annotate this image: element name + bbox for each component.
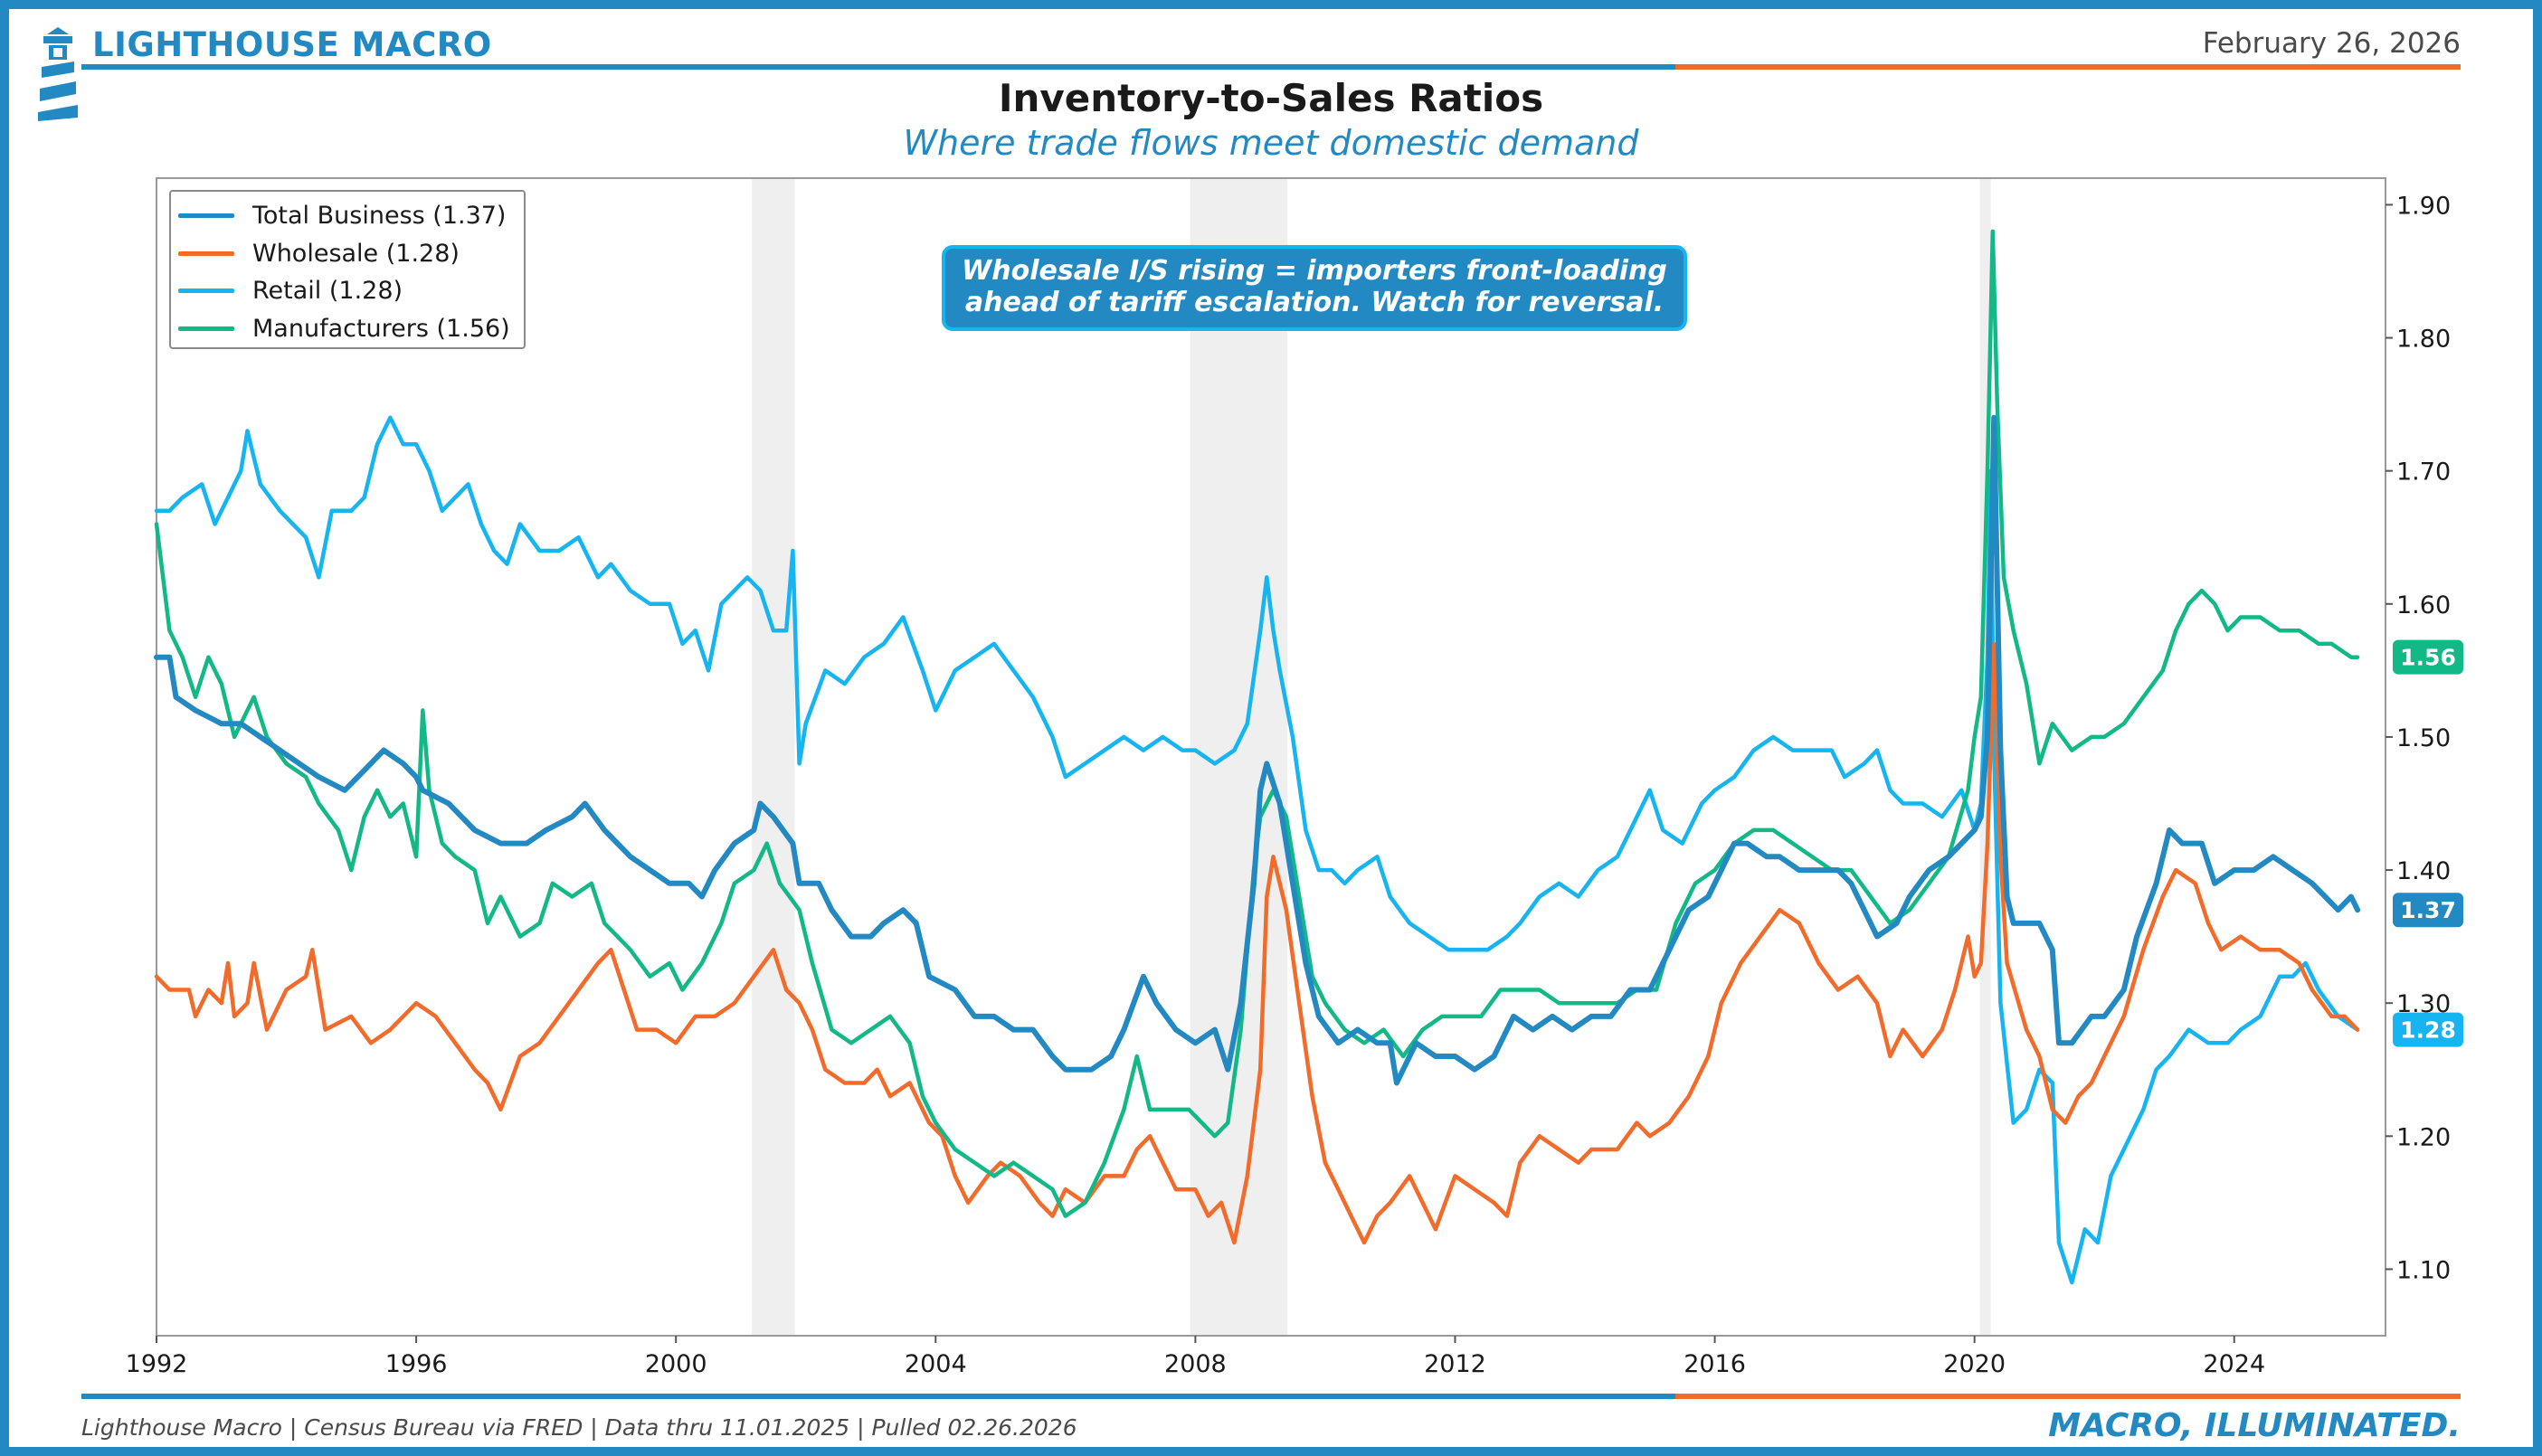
top-rule-blue bbox=[81, 64, 1675, 70]
legend-label: Manufacturers (1.56) bbox=[252, 314, 510, 343]
y-tick-label: 1.70 bbox=[2396, 459, 2451, 487]
legend-item-retail: Retail (1.28) bbox=[178, 272, 524, 310]
annotation-line: ahead of tariff escalation. Watch for re… bbox=[964, 287, 1665, 318]
y-tick-label: 1.50 bbox=[2396, 724, 2451, 752]
end-value-label: 1.56 bbox=[2400, 645, 2456, 671]
x-tick-label: 2000 bbox=[645, 1350, 707, 1378]
annotation-line: Wholesale I/S rising = importers front-l… bbox=[962, 255, 1667, 287]
end-value-label: 1.37 bbox=[2400, 897, 2456, 923]
series-line-retail bbox=[154, 415, 2360, 1285]
legend-item-manufacturers: Manufacturers (1.56) bbox=[178, 310, 524, 348]
y-tick-label: 1.80 bbox=[2396, 326, 2451, 354]
legend-item-total-business: Total Business (1.37) bbox=[178, 197, 524, 235]
y-tick-label: 1.10 bbox=[2396, 1256, 2451, 1284]
chart-legend: Total Business (1.37) Wholesale (1.28) R… bbox=[169, 190, 526, 349]
legend-item-wholesale: Wholesale (1.28) bbox=[178, 235, 524, 273]
legend-swatch bbox=[178, 326, 234, 331]
chart-subtitle: Where trade flows meet domestic demand bbox=[903, 123, 1639, 163]
series-line-total-business bbox=[154, 414, 2361, 1086]
legend-swatch bbox=[178, 288, 234, 294]
x-tick-label: 2020 bbox=[1943, 1350, 2006, 1378]
x-tick-label: 1996 bbox=[385, 1350, 448, 1378]
end-value-label: 1.28 bbox=[2400, 1017, 2456, 1044]
x-tick-label: 2008 bbox=[1164, 1350, 1227, 1378]
chart-title: Inventory-to-Sales Ratios bbox=[998, 76, 1544, 120]
x-tick-label: 1992 bbox=[126, 1350, 188, 1378]
bottom-rule-blue bbox=[81, 1394, 1675, 1399]
x-tick-label: 2004 bbox=[905, 1350, 967, 1378]
recession-shade bbox=[752, 178, 795, 1336]
legend-swatch bbox=[178, 251, 234, 256]
legend-label: Total Business (1.37) bbox=[252, 202, 507, 231]
x-tick-label: 2024 bbox=[2203, 1350, 2265, 1378]
x-tick-label: 2016 bbox=[1684, 1350, 1746, 1378]
legend-label: Wholesale (1.28) bbox=[252, 239, 460, 268]
y-tick-label: 1.90 bbox=[2396, 192, 2451, 220]
footer-tagline: MACRO, ILLUMINATED. bbox=[2048, 1407, 2461, 1444]
footer-source: Lighthouse Macro | Census Bureau via FRE… bbox=[81, 1414, 1077, 1441]
legend-label: Retail (1.28) bbox=[252, 277, 403, 306]
end-value-badge bbox=[2393, 893, 2463, 928]
brand-name: LIGHTHOUSE MACRO bbox=[92, 25, 492, 64]
report-date: February 26, 2026 bbox=[2202, 27, 2461, 60]
legend-swatch bbox=[178, 213, 234, 219]
top-rule-orange bbox=[1675, 64, 2461, 70]
y-tick-label: 1.40 bbox=[2396, 857, 2451, 885]
end-value-badge bbox=[2393, 1012, 2463, 1047]
series-line-manufacturers bbox=[154, 229, 2360, 1218]
end-value-badge bbox=[2393, 639, 2463, 675]
x-tick-label: 2012 bbox=[1424, 1350, 1486, 1378]
lighthouse-icon bbox=[38, 27, 78, 121]
bottom-rule-orange bbox=[1675, 1394, 2461, 1399]
annotation-callout: Wholesale I/S rising = importers front-l… bbox=[942, 245, 1687, 331]
y-tick-label: 1.60 bbox=[2396, 591, 2451, 619]
series-line-wholesale bbox=[154, 641, 2360, 1245]
y-tick-label: 1.20 bbox=[2396, 1123, 2451, 1151]
